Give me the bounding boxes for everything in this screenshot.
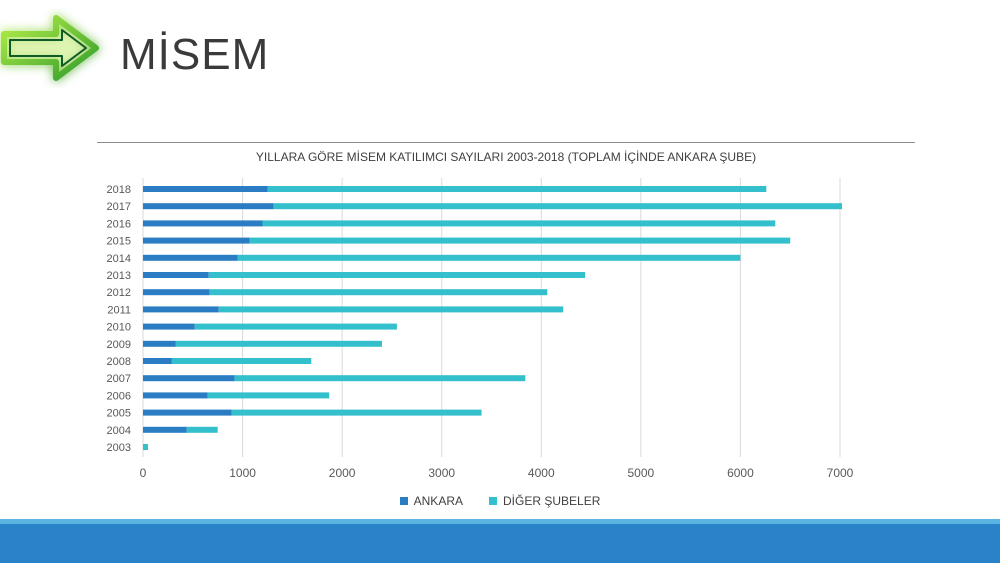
y-tick-label: 2003: [107, 442, 131, 454]
bar-diger-subeler: [273, 203, 842, 210]
title-divider: [97, 142, 915, 143]
x-tick-label: 1000: [229, 466, 256, 480]
bar-ankara: [143, 237, 250, 244]
bar-ankara: [143, 392, 208, 399]
legend-swatch-ankara: [399, 497, 408, 505]
y-tick-label: 2016: [107, 218, 131, 230]
bar-diger-subeler: [237, 254, 741, 261]
legend-label-diger-subeler: DİĞER ŞUBELER: [503, 494, 601, 508]
bar-diger-subeler: [186, 426, 218, 433]
bar-diger-subeler: [207, 392, 330, 399]
green-right-arrow-icon: [0, 8, 110, 88]
bar-diger-subeler: [143, 444, 148, 450]
bar-ankara: [143, 340, 176, 347]
bar-ankara: [143, 186, 268, 192]
bar-ankara: [143, 358, 172, 364]
y-tick-label: 2005: [107, 408, 131, 420]
bar-diger-subeler: [231, 409, 482, 416]
bar-diger-subeler: [208, 272, 586, 278]
bar-ankara: [143, 220, 263, 227]
y-tick-label: 2009: [107, 339, 131, 351]
legend-item-ankara: ANKARA: [399, 494, 463, 508]
y-tick-label: 2008: [107, 356, 131, 368]
y-tick-label: 2006: [107, 390, 131, 402]
footer-accent-line: [0, 519, 1000, 524]
x-tick-label: 5000: [628, 466, 655, 480]
bar-ankara: [143, 289, 210, 296]
y-tick-label: 2014: [107, 253, 131, 265]
bar-diger-subeler: [262, 220, 776, 227]
bar-diger-subeler: [171, 358, 312, 364]
bar-ankara: [143, 306, 219, 313]
bar-diger-subeler: [267, 186, 767, 192]
y-tick-label: 2011: [107, 304, 131, 316]
slide-title: MİSEM: [120, 30, 270, 79]
chart-title: YILLARA GÖRE MİSEM KATILIMCI SAYILARI 20…: [255, 150, 757, 164]
bar-diger-subeler: [175, 340, 382, 347]
y-tick-label: 2015: [107, 236, 131, 248]
x-tick-label: 4000: [528, 466, 555, 480]
y-tick-label: 2012: [107, 287, 131, 299]
bar-chart: 0 1000 2000 3000 4000 5000 6000 7000 2018 2017 201…: [107, 178, 854, 480]
bar-diger-subeler: [194, 323, 397, 330]
bar-ankara: [143, 254, 238, 261]
bar-diger-subeler: [209, 289, 548, 296]
x-tick-label: 6000: [727, 466, 754, 480]
bar-ankara: [143, 323, 195, 330]
bar-ankara: [143, 272, 209, 278]
legend-swatch-diger-subeler: [489, 497, 497, 505]
bar-ankara: [143, 203, 274, 210]
x-tick-label: 0: [140, 466, 147, 480]
footer-bar: [0, 524, 1000, 563]
bar-ankara: [143, 375, 235, 382]
x-tick-label: 3000: [428, 466, 455, 480]
bar-diger-subeler: [234, 375, 526, 382]
legend-label-ankara: ANKARA: [413, 494, 463, 508]
x-tick-label: 2000: [329, 466, 356, 480]
y-tick-label: 2004: [107, 425, 131, 437]
bar-ankara: [143, 409, 232, 416]
y-tick-label: 2013: [107, 270, 131, 282]
bar-diger-subeler: [249, 237, 791, 244]
legend-item-diger-subeler: DİĞER ŞUBELER: [489, 494, 600, 508]
chart-legend: ANKARA DİĞER ŞUBELER: [0, 494, 1000, 508]
y-tick-label: 2018: [107, 184, 131, 196]
y-tick-label: 2017: [107, 201, 131, 213]
bar-diger-subeler: [218, 306, 564, 313]
y-tick-label: 2007: [107, 373, 131, 385]
bar-ankara: [143, 426, 187, 433]
y-tick-label: 2010: [107, 322, 131, 334]
x-tick-label: 7000: [827, 466, 854, 480]
